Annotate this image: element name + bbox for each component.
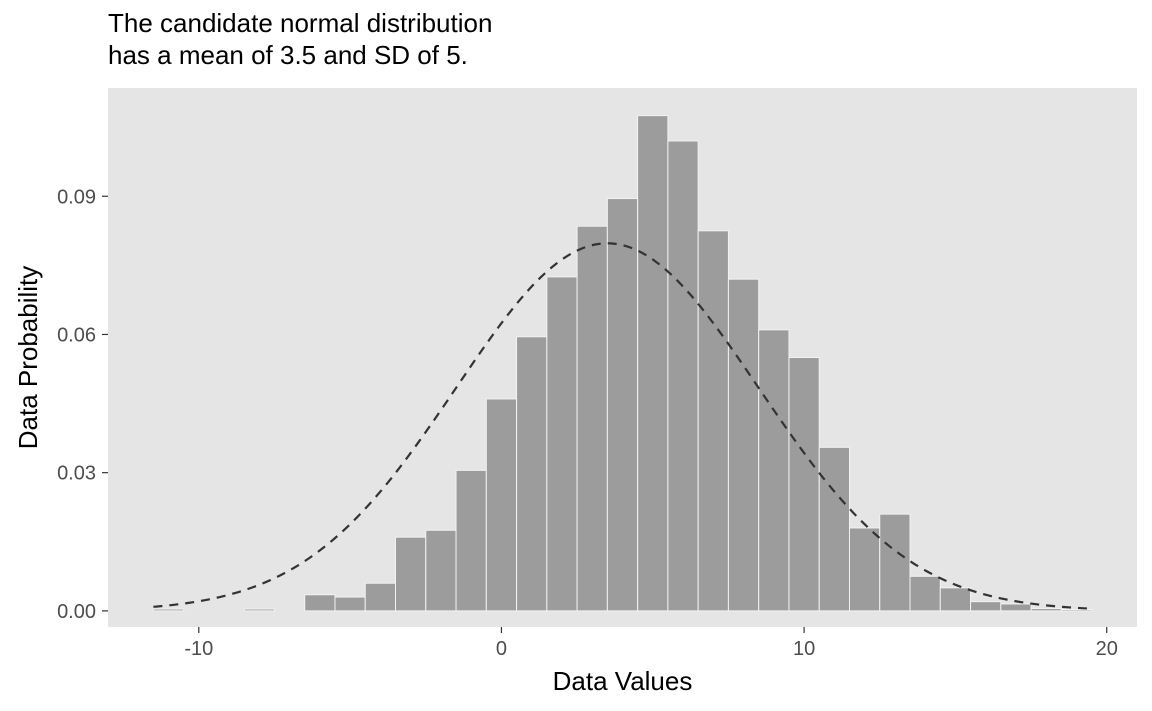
histogram-bar (576, 225, 608, 612)
histogram-bar (879, 513, 911, 612)
histogram-bar (152, 608, 185, 612)
x-tick-label: 10 (793, 638, 815, 660)
y-axis: 0.00 0.03 0.06 0.09 (57, 186, 108, 623)
histogram-bar (1000, 603, 1032, 612)
x-axis-title: Data Values (553, 666, 693, 696)
chart-title-line-2: has a mean of 3.5 and SD of 5. (108, 40, 468, 70)
histogram-bar (909, 575, 941, 612)
histogram-bar (606, 198, 639, 612)
y-tick-label: 0.03 (57, 463, 96, 485)
histogram-bar (1030, 608, 1062, 612)
histogram-bar (637, 115, 669, 612)
x-tick-label: 0 (496, 638, 507, 660)
histogram-bar (455, 469, 487, 612)
histogram-bar (939, 587, 972, 612)
chart-title-line-1: The candidate normal distribution (108, 8, 493, 38)
histogram-bar (727, 278, 760, 612)
histogram-bar (304, 594, 336, 612)
histogram-bar (243, 608, 275, 612)
histogram-bar (364, 582, 397, 612)
histogram-bar (848, 527, 881, 612)
y-tick-label: 0.09 (57, 186, 96, 208)
x-axis: -10 0 10 20 (184, 627, 1118, 660)
normal-density-curve (153, 242, 1092, 610)
histogram-bar (970, 601, 1002, 612)
histogram-bar (697, 230, 729, 612)
histogram-bar (334, 596, 366, 612)
y-tick-label: 0.00 (57, 601, 96, 623)
histogram-bars (152, 115, 1093, 612)
histogram-bar (1060, 608, 1093, 612)
histogram-bar (788, 357, 820, 612)
histogram-bar (516, 336, 548, 612)
histogram-bar (546, 276, 578, 612)
x-tick-label: -10 (184, 638, 213, 660)
histogram-bar (667, 140, 699, 612)
y-tick-label: 0.06 (57, 324, 96, 346)
histogram-bar (485, 398, 518, 612)
histogram-bar (395, 536, 427, 612)
histogram-bar (758, 329, 790, 612)
y-axis-title: Data Probability (13, 266, 43, 450)
x-tick-label: 20 (1096, 638, 1118, 660)
histogram-bar (425, 529, 457, 612)
histogram-bar (818, 446, 850, 612)
